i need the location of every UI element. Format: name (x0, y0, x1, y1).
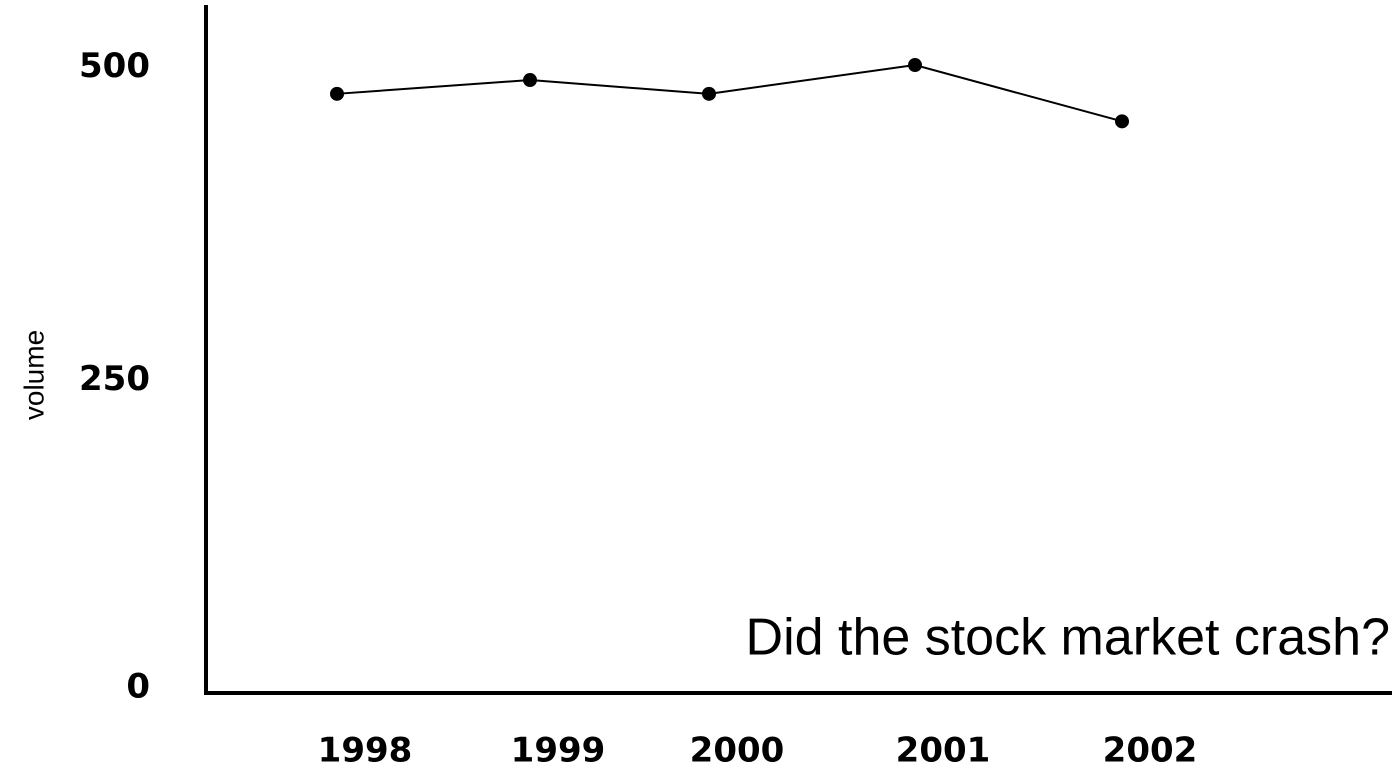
point (702, 86, 716, 101)
x-tick-label: 2001 (896, 731, 991, 771)
point (908, 58, 922, 73)
line (336, 64, 1123, 123)
x-tick-label: 2002 (1103, 731, 1198, 771)
x-tick-label: 2000 (690, 731, 785, 771)
y-axis-label: volume (18, 330, 49, 420)
x-tick-label: 1998 (318, 731, 413, 771)
point (523, 73, 537, 88)
x-tick-label: 1999 (511, 731, 606, 771)
annotation: Did the stock market crash? (746, 609, 1390, 667)
y-tick-label: 500 (79, 46, 150, 86)
point (1115, 114, 1129, 129)
y-tick-label: 250 (79, 359, 150, 399)
y-tick-label: 0 (126, 667, 150, 707)
point (330, 86, 344, 101)
